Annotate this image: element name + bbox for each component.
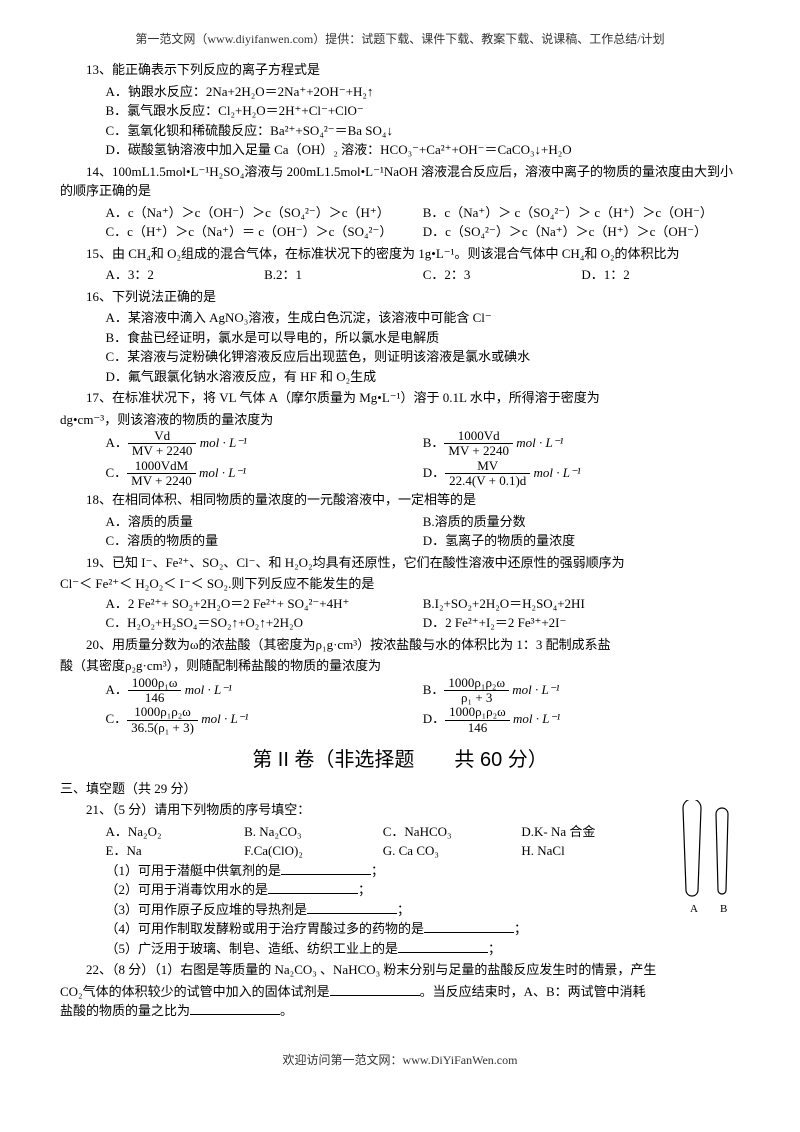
page-footer: 欢迎访问第一范文网：www.DiYiFanWen.com <box>60 1051 740 1069</box>
q21-stem: 21、（5 分）请用下列物质的序号填空： <box>60 800 740 820</box>
q15-c: C．2：3 <box>423 265 582 285</box>
q18-d: D．氢离子的物质的量浓度 <box>423 531 740 551</box>
q20-row2: C．1000ρ₁ρ₂ω36.5(ρ₁ + 3) mol · L⁻¹ D．1000… <box>106 705 741 735</box>
q21-2: （2）可用于消毒饮用水的是； <box>106 880 741 900</box>
q20-stem2: 酸（其密度ρ₂g·cm³），则随配制稀盐酸的物质的量浓度为 <box>60 656 740 676</box>
q19-stem2: Cl⁻＜ Fe²⁺＜ H₂O₂＜ I⁻＜ SO₂.则下列反应不能发生的是 <box>60 574 740 594</box>
q14-d: D．c（SO₄²⁻）＞c（Na⁺）＞c（H⁺）＞c（OH⁻） <box>423 222 740 242</box>
q21-opts-row2: E．Na F.Ca(ClO)₂ G. Ca CO₃ H. NaCl <box>106 841 661 861</box>
q18-b: B.溶质的质量分数 <box>423 512 740 532</box>
q18-row1: A．溶质的质量 B.溶质的质量分数 <box>106 512 741 532</box>
q18-c: C．溶质的物质的量 <box>106 531 423 551</box>
q20-stem1: 20、用质量分数为ω的浓盐酸（其密度为ρ₁g·cm³）按浓盐酸与水的体积比为 1… <box>60 635 740 655</box>
q18-row2: C．溶质的物质的量 D．氢离子的物质的量浓度 <box>106 531 741 551</box>
q15-b: B.2：1 <box>264 265 423 285</box>
q17-d: D．MV22.4(V + 0.1)d mol · L⁻¹ <box>423 459 740 489</box>
q21-opt-b: B. Na₂CO₃ <box>244 822 383 842</box>
q14-row2: C．c（H⁺）＞c（Na⁺）＝ c（OH⁻）＞c（SO₄²⁻） D．c（SO₄²… <box>106 222 741 242</box>
section3-title: 三、填空题（共 29 分） <box>60 779 740 799</box>
q20-c: C．1000ρ₁ρ₂ω36.5(ρ₁ + 3) mol · L⁻¹ <box>106 705 423 735</box>
q20-b: B．1000ρ₁ρ₂ωρ₁ + 3 mol · L⁻¹ <box>423 676 740 706</box>
q16-d: D．氟气跟氯化钠水溶液反应，有 HF 和 O₂生成 <box>106 367 741 387</box>
q21-opt-c: C．NaHCO₃ <box>383 822 522 842</box>
q19-d: D．2 Fe²⁺+I₂＝2 Fe³⁺+2I⁻ <box>423 613 740 633</box>
q14-stem: 14、100mL1.5mol•L⁻¹H₂SO₄溶液与 200mL1.5mol•L… <box>60 162 740 201</box>
q14-c: C．c（H⁺）＞c（Na⁺）＝ c（OH⁻）＞c（SO₄²⁻） <box>106 222 423 242</box>
q15-stem: 15、由 CH₄和 O₂组成的混合气体，在标准状况下的密度为 1g•L⁻¹。则该… <box>60 244 740 264</box>
q20-row1: A．1000ρ₁ω146 mol · L⁻¹ B．1000ρ₁ρ₂ωρ₁ + 3… <box>106 676 741 706</box>
q13-c: C．氢氧化钡和稀硫酸反应：Ba²⁺+SO₄²⁻＝Ba SO₄↓ <box>106 121 741 141</box>
q13-stem: 13、能正确表示下列反应的离子方程式是 <box>60 60 740 80</box>
q15-d: D．1：2 <box>581 265 740 285</box>
q17-a: A．VdMV + 2240 mol · L⁻¹ <box>106 429 423 459</box>
q21-opt-h: H. NaCl <box>521 841 660 861</box>
q16-c: C．某溶液与淀粉碘化钾溶液反应后出现蓝色，则证明该溶液是氯水或碘水 <box>106 347 741 367</box>
q19-row2: C．H₂O₂+H₂SO₄＝SO₂↑+O₂↑+2H₂O D．2 Fe²⁺+I₂＝2… <box>106 613 741 633</box>
q22-l3: 盐酸的物质的量之比为。 <box>60 1001 740 1021</box>
q21-opts-row1: A．Na₂O₂ B. Na₂CO₃ C．NaHCO₃ D.K- Na 合金 <box>106 822 661 842</box>
q17-row2: C．1000VdMMV + 2240 mol · L⁻¹ D．MV22.4(V … <box>106 459 741 489</box>
q15-opts: A．3：2 B.2：1 C．2：3 D．1：2 <box>106 265 741 285</box>
q16-a: A．某溶液中滴入 AgNO₃溶液，生成白色沉淀，该溶液中可能含 Cl⁻ <box>106 308 741 328</box>
q20-a: A．1000ρ₁ω146 mol · L⁻¹ <box>106 676 423 706</box>
q17-stem2: dg•cm⁻³，则该溶液的物质的量浓度为 <box>60 410 740 430</box>
q15-a: A．3：2 <box>106 265 265 285</box>
q16-b: B．食盐已经证明，氯水是可以导电的，所以氯水是电解质 <box>106 328 741 348</box>
q14-b: B．c（Na⁺）＞ c（SO₄²⁻）＞ c（H⁺）＞c（OH⁻） <box>423 203 740 223</box>
q17-stem1: 17、在标准状况下，将 VL 气体 A（摩尔质量为 Mg•L⁻¹）溶于 0.1L… <box>60 388 740 408</box>
q19-a: A．2 Fe²⁺+ SO₂+2H₂O＝2 Fe²⁺+ SO₄²⁻+4H⁺ <box>106 594 423 614</box>
svg-text:A: A <box>690 903 698 915</box>
q17-row1: A．VdMV + 2240 mol · L⁻¹ B．1000VdMV + 224… <box>106 429 741 459</box>
q18-a: A．溶质的质量 <box>106 512 423 532</box>
q13-a: A．钠跟水反应：2Na+2H₂O＝2Na⁺+2OH⁻+H₂↑ <box>106 82 741 102</box>
q21-opt-e: E．Na <box>106 841 245 861</box>
q19-row1: A．2 Fe²⁺+ SO₂+2H₂O＝2 Fe²⁺+ SO₄²⁻+4H⁺ B.I… <box>106 594 741 614</box>
q21-opt-a: A．Na₂O₂ <box>106 822 245 842</box>
q17-c: C．1000VdMMV + 2240 mol · L⁻¹ <box>106 459 423 489</box>
q14-row1: A．c（Na⁺）＞c（OH⁻）＞c（SO₄²⁻）＞c（H⁺） B．c（Na⁺）＞… <box>106 203 741 223</box>
q20-d: D．1000ρ₁ρ₂ω146 mol · L⁻¹ <box>423 705 740 735</box>
q18-stem: 18、在相同体积、相同物质的量浓度的一元酸溶液中，一定相等的是 <box>60 490 740 510</box>
q19-c: C．H₂O₂+H₂SO₄＝SO₂↑+O₂↑+2H₂O <box>106 613 423 633</box>
q21-opt-f: F.Ca(ClO)₂ <box>244 841 383 861</box>
q21-4: （4）可用作制取发酵粉或用于治疗胃酸过多的药物的是； <box>106 919 741 939</box>
q19-stem1: 19、已知 I⁻、Fe²⁺、SO₂、Cl⁻、和 H₂O₂均具有还原性，它们在酸性… <box>60 553 740 573</box>
q16-stem: 16、下列说法正确的是 <box>60 287 740 307</box>
q21-3: （3）可用作原子反应堆的导热剂是； <box>106 900 741 920</box>
q21-opt-d: D.K- Na 合金 <box>521 822 660 842</box>
q13-b: B．氯气跟水反应：Cl₂+H₂O＝2H⁺+Cl⁻+ClO⁻ <box>106 101 741 121</box>
q21-1: （1）可用于潜艇中供氧剂的是； <box>106 861 741 881</box>
q17-b: B．1000VdMV + 2240 mol · L⁻¹ <box>423 429 740 459</box>
q22-l2: CO₂气体的体积较少的试管中加入的固体试剂是。当反应结束时，A、B：两试管中消耗 <box>60 982 740 1002</box>
test-tubes-figure: A B <box>670 800 740 920</box>
q14-a: A．c（Na⁺）＞c（OH⁻）＞c（SO₄²⁻）＞c（H⁺） <box>106 203 423 223</box>
q13-d: D．碳酸氢钠溶液中加入足量 Ca（OH）₂ 溶液：HCO₃⁻+Ca²⁺+OH⁻＝… <box>106 140 741 160</box>
q21-opt-g: G. Ca CO₃ <box>383 841 522 861</box>
page-header: 第一范文网（www.diyifanwen.com）提供：试题下载、课件下载、教案… <box>60 30 740 48</box>
q22-l1: 22、（8 分）（1）右图是等质量的 Na₂CO₃ 、NaHCO₃ 粉末分别与足… <box>60 960 740 980</box>
q21-5: （5）广泛用于玻璃、制皂、造纸、纺织工业上的是； <box>106 939 741 959</box>
q19-b: B.I₂+SO₂+2H₂O＝H₂SO₄+2HI <box>423 594 740 614</box>
svg-text:B: B <box>720 903 727 915</box>
part2-title: 第 II 卷（非选择题 共 60 分） <box>60 745 740 775</box>
